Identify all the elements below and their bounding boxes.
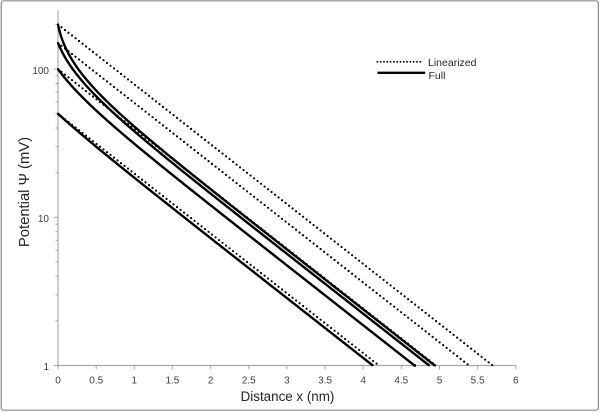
svg-text:4.5: 4.5	[394, 375, 408, 386]
svg-text:6: 6	[513, 375, 519, 386]
svg-text:100: 100	[32, 66, 49, 77]
svg-text:5: 5	[437, 375, 443, 386]
svg-text:3.5: 3.5	[318, 375, 332, 386]
svg-text:Full: Full	[429, 70, 446, 82]
svg-text:2: 2	[208, 375, 214, 386]
svg-text:Linearized: Linearized	[428, 57, 477, 69]
svg-text:5.5: 5.5	[471, 375, 485, 386]
svg-text:1: 1	[43, 362, 49, 373]
svg-text:3: 3	[284, 375, 290, 386]
svg-text:0: 0	[55, 375, 61, 386]
svg-text:1: 1	[132, 375, 138, 386]
svg-text:4: 4	[360, 375, 366, 386]
svg-text:0.5: 0.5	[89, 375, 103, 386]
svg-text:1.5: 1.5	[165, 375, 179, 386]
svg-text:Potential Ψ (mV): Potential Ψ (mV)	[17, 137, 33, 247]
svg-text:10: 10	[38, 214, 50, 225]
svg-text:Distance x (nm): Distance x (nm)	[241, 389, 335, 404]
svg-text:2.5: 2.5	[242, 375, 256, 386]
